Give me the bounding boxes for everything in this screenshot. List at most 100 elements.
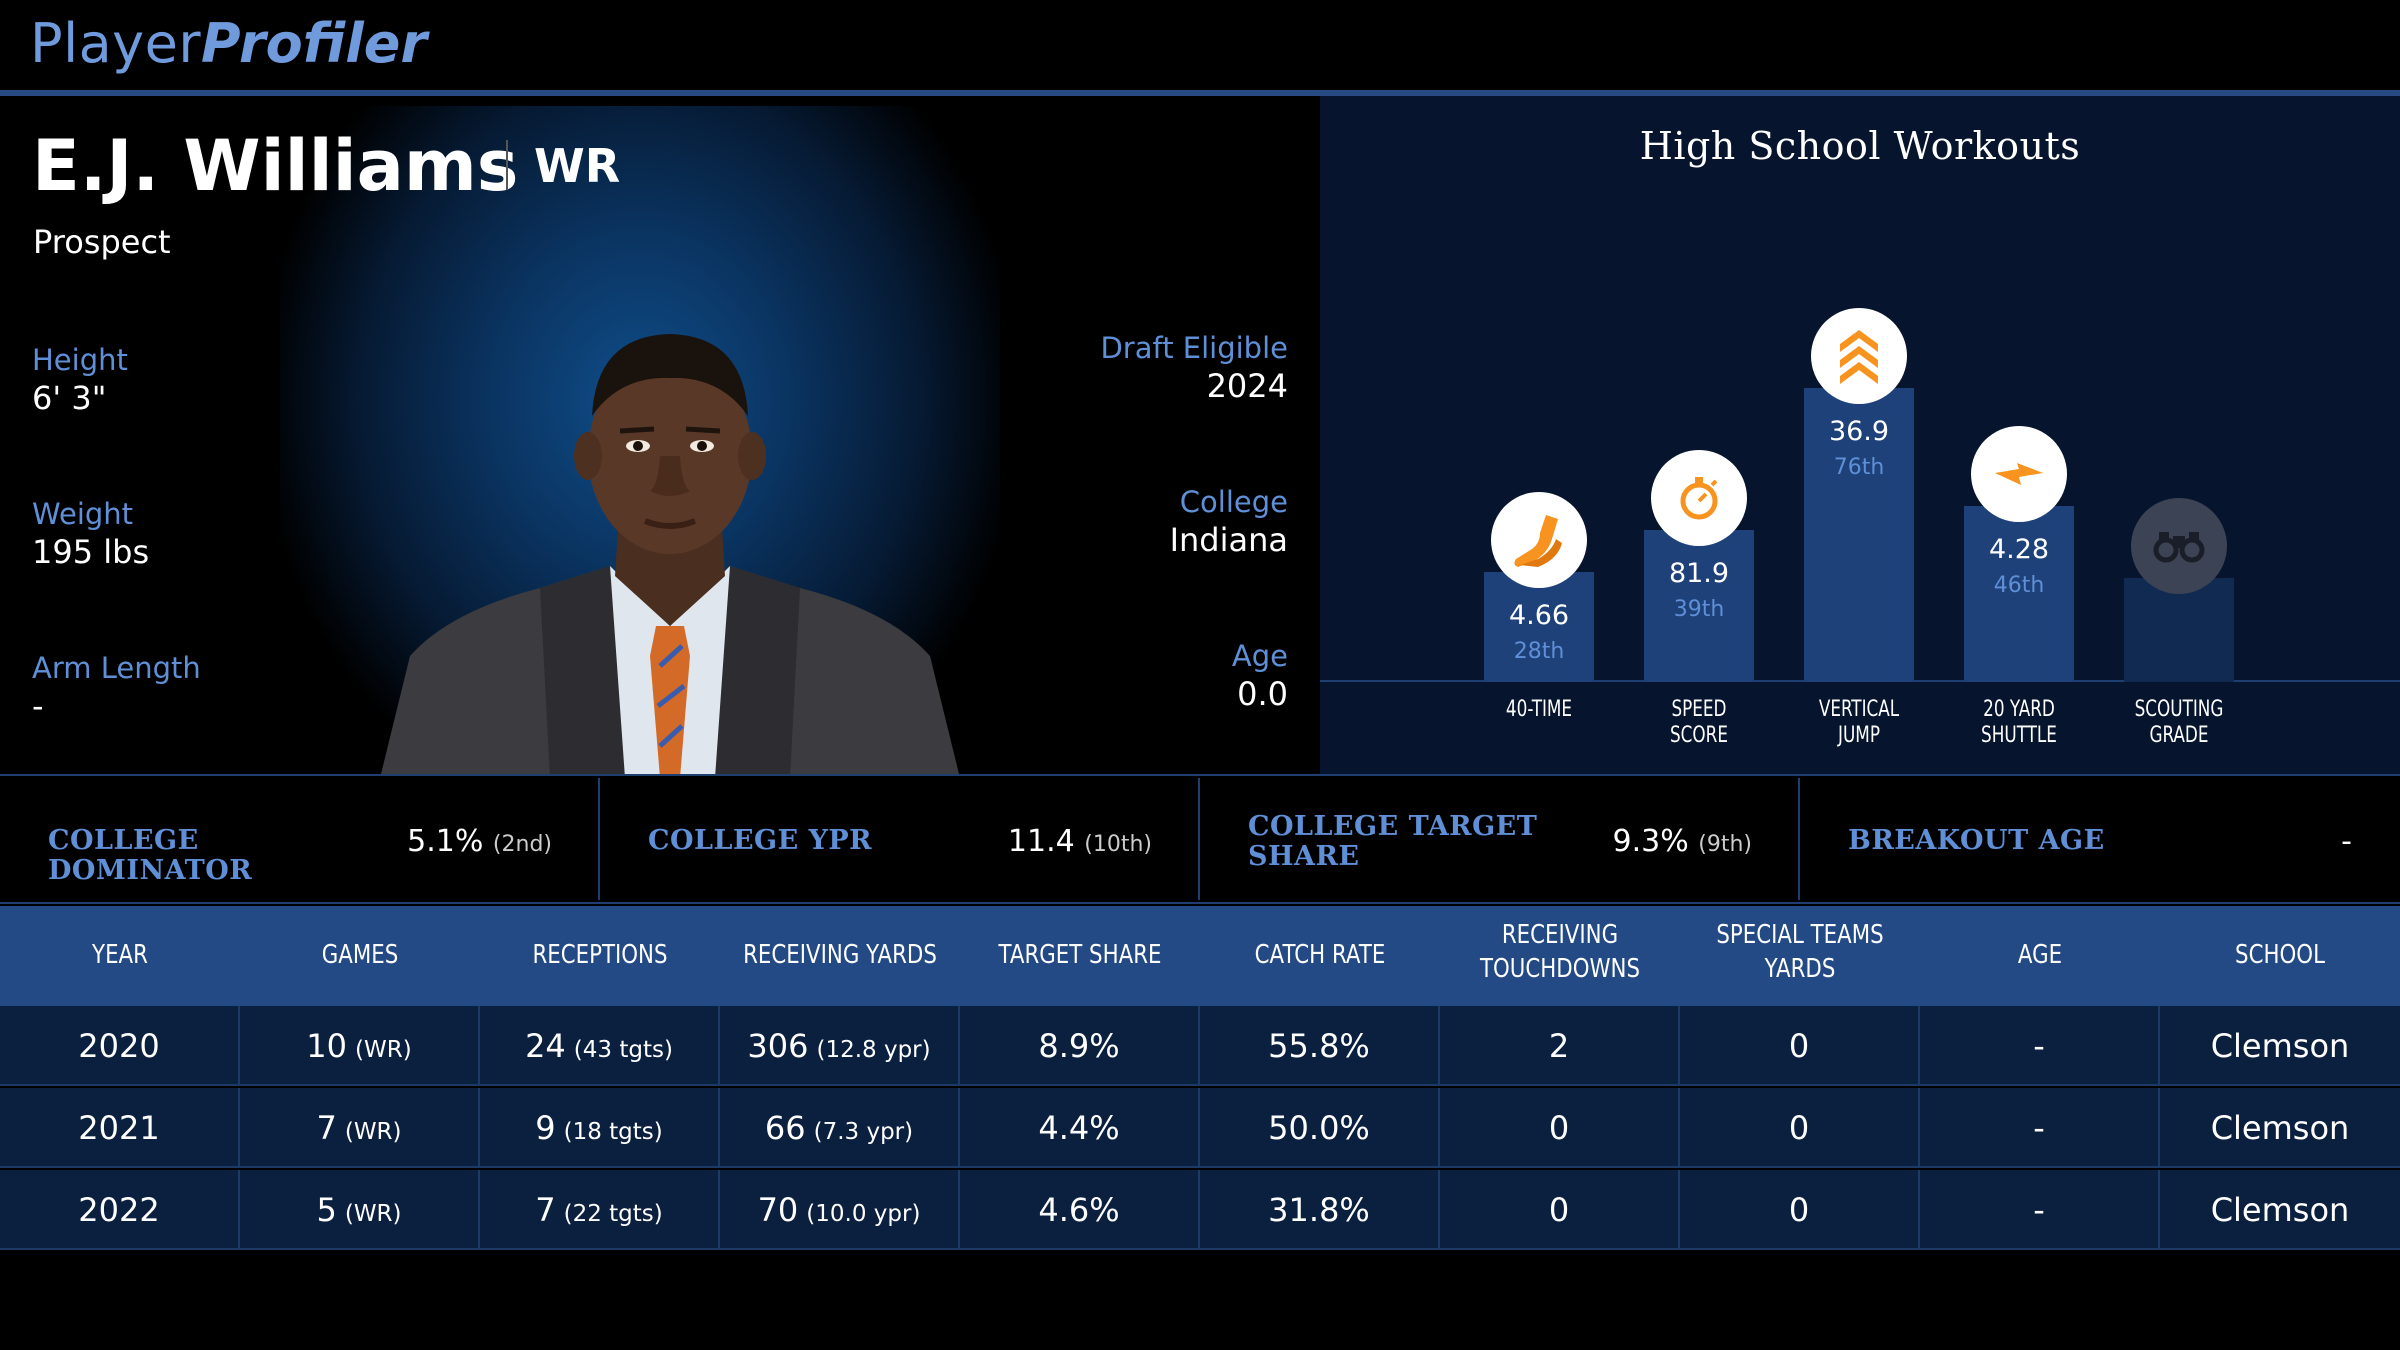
- workout-bar-20-yard-shuttle: [1964, 506, 2074, 682]
- metric-divider: [1798, 778, 1800, 900]
- metric-value-college-ypr: 11.4 (10th): [1007, 824, 1152, 859]
- table-cell-cr: 50.0%: [1200, 1088, 1440, 1168]
- workout-value-40-time: 4.66: [1508, 600, 1570, 631]
- name-position-divider: [506, 140, 508, 190]
- weight-value: 195 lbs: [32, 533, 150, 571]
- table-cell-st: 0: [1680, 1006, 1920, 1086]
- workouts-title: High School Workouts: [1639, 124, 2081, 168]
- table-header-7[interactable]: SPECIAL TEAMS YARDS: [1716, 920, 1884, 984]
- workout-label-20-yard-shuttle: 20 YARD SHUTTLE: [1981, 697, 2057, 748]
- table-cell-school: Clemson: [2210, 1109, 2350, 1147]
- weight-label: Weight: [32, 497, 134, 531]
- workout-label-vertical-jump: VERTICAL JUMP: [1818, 697, 1900, 748]
- arm-length-value: -: [32, 687, 44, 725]
- table-cell-yds: 306 (12.8 ypr): [720, 1006, 960, 1086]
- table-cell-rec: 9 (18 tgts): [480, 1088, 720, 1168]
- workout-bar-vertical-jump: [1804, 388, 1914, 682]
- stats-table-header: [0, 906, 2400, 1006]
- metric-value-college-dominator: 5.1% (2nd): [407, 824, 552, 859]
- metric-label-college-target-share: COLLEGE TARGET SHARE: [1248, 811, 1538, 872]
- header-divider: [0, 90, 2400, 96]
- binoculars-icon: [2131, 498, 2227, 594]
- workout-pct-speed-score: 39th: [1673, 597, 1725, 622]
- table-cell-games: 5 (WR): [240, 1170, 480, 1250]
- table-cell-st: 0: [1680, 1088, 1920, 1168]
- lightning-icon: [1971, 426, 2067, 522]
- age-value: 0.0: [1237, 675, 1288, 713]
- table-cell-cr: 31.8%: [1200, 1170, 1440, 1250]
- table-cell-ts: 4.6%: [960, 1170, 1200, 1250]
- logo-part-1: Player: [30, 12, 202, 75]
- table-cell-td: 0: [1440, 1088, 1680, 1168]
- table-header-2[interactable]: RECEPTIONS: [532, 940, 668, 970]
- table-cell-games: 10 (WR): [240, 1006, 480, 1086]
- workout-bar-scouting-grade: [2124, 578, 2234, 682]
- table-cell-age: -: [1920, 1170, 2160, 1250]
- workout-value-20-yard-shuttle: 4.28: [1988, 534, 2050, 565]
- table-cell-td: 2: [1440, 1006, 1680, 1086]
- table-cell-yds: 70 (10.0 ypr): [720, 1170, 960, 1250]
- workout-pct-vertical-jump: 76th: [1833, 455, 1885, 480]
- workout-label-speed-score: SPEED SCORE: [1669, 697, 1728, 748]
- height-label: Height: [32, 343, 128, 377]
- chevrons-up-icon: [1811, 308, 1907, 404]
- workout-label-scouting-grade: SCOUTING GRADE: [2134, 697, 2224, 748]
- site-logo[interactable]: PlayerProfiler: [30, 14, 427, 74]
- workout-bar-40-time: [1484, 572, 1594, 682]
- workout-value-speed-score: 81.9: [1668, 558, 1730, 589]
- shoe-icon: [1491, 492, 1587, 588]
- table-row: 2021 7 (WR) 9 (18 tgts) 66 (7.3 ypr) 4.4% 50.0% 0…: [0, 1088, 2400, 1168]
- table-cell-ts: 8.9%: [960, 1006, 1200, 1086]
- table-cell-ts: 4.4%: [960, 1088, 1200, 1168]
- draft-eligible-value: 2024: [1206, 367, 1288, 405]
- table-header-1[interactable]: GAMES: [321, 940, 399, 970]
- workout-bar-speed-score: [1644, 530, 1754, 682]
- table-header-6[interactable]: RECEIVING TOUCHDOWNS: [1479, 920, 1641, 984]
- player-hero: E.J. Williams WR Prospect Height 6' 3" W…: [0, 96, 1320, 774]
- workout-pct-40-time: 28th: [1513, 639, 1565, 664]
- player-position: WR: [534, 139, 621, 193]
- age-label: Age: [1231, 639, 1288, 673]
- metric-value-college-target-share: 9.3% (9th): [1612, 824, 1753, 859]
- table-cell-year: 2021: [0, 1088, 240, 1168]
- metric-value-breakout-age: -: [2341, 824, 2352, 859]
- college-metrics-strip: [0, 774, 2400, 904]
- table-header-8[interactable]: AGE: [2017, 940, 2063, 970]
- table-header-4[interactable]: TARGET SHARE: [998, 940, 1162, 970]
- workout-pct-20-yard-shuttle: 46th: [1993, 573, 2045, 598]
- table-header-5[interactable]: CATCH RATE: [1254, 940, 1386, 970]
- table-header-0[interactable]: YEAR: [92, 940, 148, 970]
- player-status: Prospect: [33, 223, 171, 261]
- player-name: E.J. Williams: [32, 125, 519, 207]
- table-cell-cr: 55.8%: [1200, 1006, 1440, 1086]
- workout-label-40-time: 40-TIME: [1505, 697, 1573, 722]
- table-cell-td: 0: [1440, 1170, 1680, 1250]
- draft-eligible-label: Draft Eligible: [1100, 331, 1288, 365]
- table-cell-school: Clemson: [2210, 1027, 2350, 1065]
- workout-value-vertical-jump: 36.9: [1828, 416, 1890, 447]
- table-cell-age: -: [1920, 1006, 2160, 1086]
- player-photo: [380, 334, 960, 774]
- metric-label-breakout-age: BREAKOUT AGE: [1848, 825, 2105, 856]
- table-cell-school: Clemson: [2210, 1191, 2350, 1229]
- college-value: Indiana: [1169, 521, 1288, 559]
- logo-part-2: Profiler: [201, 12, 427, 75]
- table-header-3[interactable]: RECEIVING YARDS: [743, 940, 937, 970]
- table-row: 2022 5 (WR) 7 (22 tgts) 70 (10.0 ypr) 4.6% 31.8%…: [0, 1170, 2400, 1250]
- metric-divider: [1198, 778, 1200, 900]
- height-value: 6' 3": [32, 379, 107, 417]
- table-cell-age: -: [1920, 1088, 2160, 1168]
- table-row: 2020 10 (WR) 24 (43 tgts) 306 (12.8 ypr) 8.9% 55…: [0, 1006, 2400, 1086]
- metric-label-college-dominator: COLLEGE DOMINATOR: [48, 825, 253, 886]
- table-cell-rec: 24 (43 tgts): [480, 1006, 720, 1086]
- table-cell-rec: 7 (22 tgts): [480, 1170, 720, 1250]
- table-cell-games: 7 (WR): [240, 1088, 480, 1168]
- table-cell-year: 2020: [0, 1006, 240, 1086]
- table-cell-yds: 66 (7.3 ypr): [720, 1088, 960, 1168]
- table-header-9[interactable]: SCHOOL: [2235, 940, 2325, 970]
- stopwatch-icon: [1651, 450, 1747, 546]
- college-label: College: [1179, 485, 1288, 519]
- arm-length-label: Arm Length: [32, 651, 201, 685]
- metric-divider: [598, 778, 600, 900]
- top-bar: [0, 0, 2400, 92]
